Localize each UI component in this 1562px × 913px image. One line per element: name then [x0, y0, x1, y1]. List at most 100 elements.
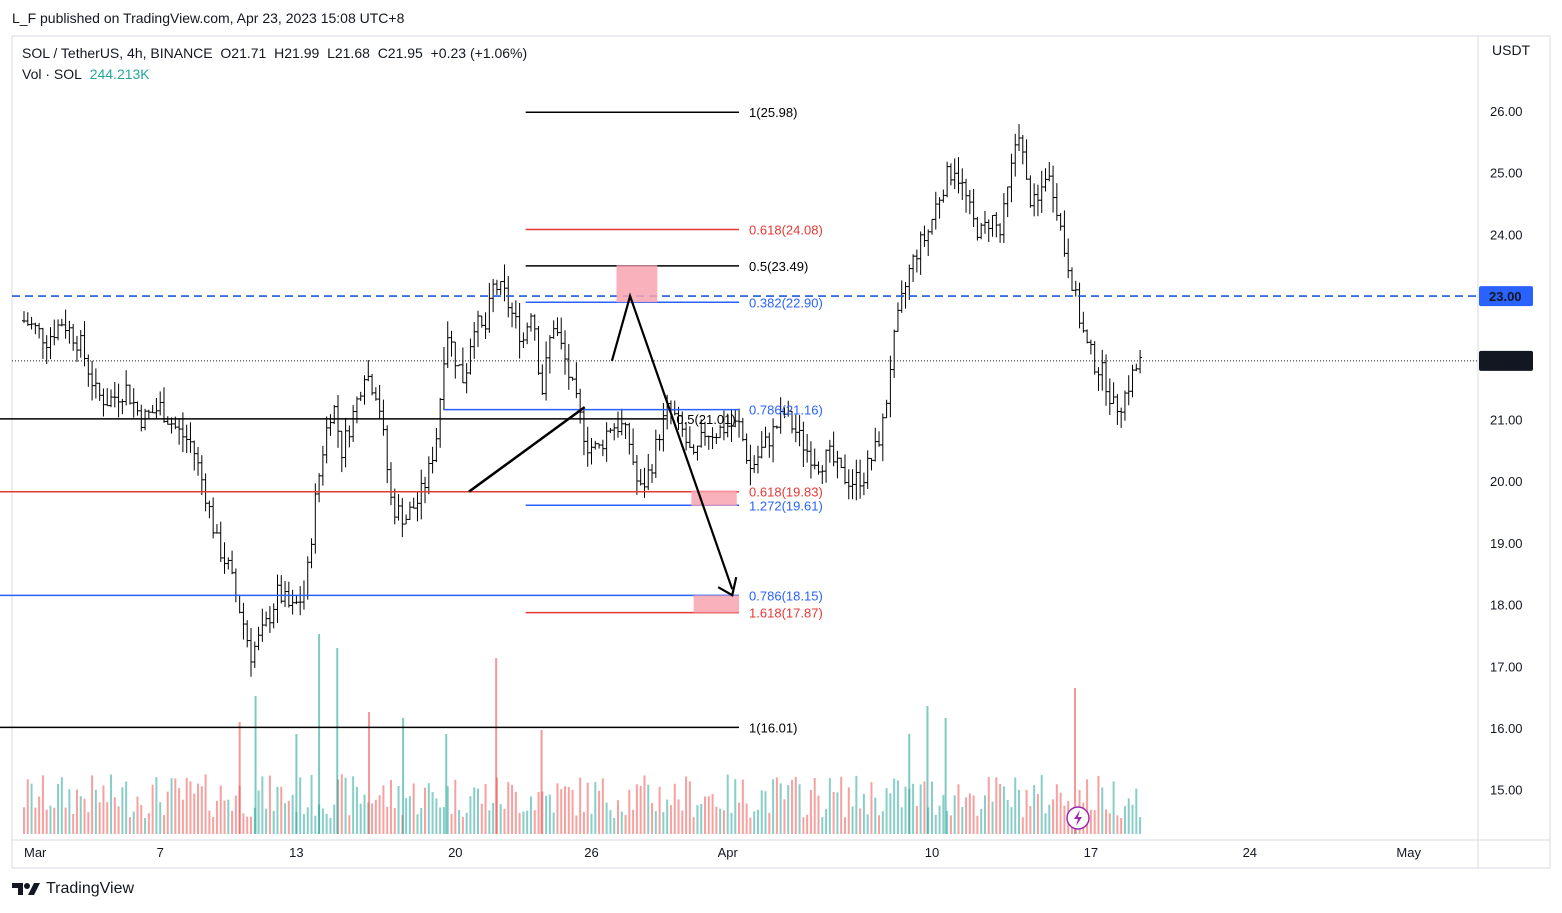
volume-label[interactable]: Vol · SOL: [22, 66, 82, 82]
volume-bar: [976, 815, 979, 834]
volume-bar: [484, 784, 487, 834]
volume-bar: [923, 781, 926, 834]
volume-bar: [843, 817, 846, 834]
volume-bar: [480, 803, 483, 834]
volume-bar: [817, 795, 820, 834]
volume-bar: [772, 779, 775, 834]
volume-bar: [522, 811, 525, 834]
volume-bar: [359, 803, 362, 834]
brand-logo[interactable]: TradingView: [12, 880, 134, 898]
volume-bar: [753, 811, 756, 834]
volume-bar: [110, 774, 113, 834]
volume-bar: [60, 777, 63, 834]
volume-bar: [601, 778, 604, 834]
volume-bar: [314, 815, 317, 834]
volume-bars: [23, 634, 1142, 834]
price-badge-label: 21.95: [1489, 354, 1522, 369]
volume-bar: [836, 792, 839, 834]
volume-bar: [768, 812, 771, 834]
symbol-name[interactable]: SOL / TetherUS, 4h, BINANCE: [22, 45, 213, 61]
volume-bar: [94, 789, 97, 834]
volume-bar: [212, 817, 215, 834]
volume-bar: [1135, 788, 1138, 834]
time-tick: 26: [584, 845, 598, 860]
volume-bar: [1108, 813, 1111, 834]
publisher-line: L_F published on TradingView.com, Apr 23…: [12, 10, 405, 26]
volume-bar: [741, 779, 744, 834]
volume-bar: [700, 804, 703, 834]
volume-bar: [609, 810, 612, 834]
volume-bar: [870, 782, 873, 834]
volume-bar: [333, 804, 336, 834]
volume-bar: [68, 789, 71, 834]
volume-bar: [450, 813, 453, 834]
volume-bar: [564, 786, 567, 834]
target-zone: [693, 595, 740, 613]
volume-bar: [730, 812, 733, 834]
volume-bar: [321, 808, 324, 834]
volume-bar: [991, 801, 994, 834]
currency-label[interactable]: USDT: [1492, 42, 1531, 58]
volume-bar: [30, 783, 33, 834]
projection-path: [610, 292, 734, 590]
volume-bar: [193, 793, 196, 834]
volume-bar: [132, 811, 135, 834]
volume-bar: [953, 795, 956, 834]
volume-bar: [878, 815, 881, 834]
volume-bar: [348, 815, 351, 834]
volume-bar: [1116, 815, 1119, 834]
volume-spike: [336, 648, 339, 834]
volume-bar: [598, 790, 601, 834]
volume-bar: [1036, 794, 1039, 834]
volume-bar: [405, 798, 408, 834]
volume-bar: [666, 799, 669, 834]
volume-bar: [242, 813, 245, 834]
lightning-icon[interactable]: [1066, 806, 1090, 830]
ohlc-high: H21.99: [274, 45, 320, 61]
volume-bar: [352, 776, 355, 834]
volume-bar: [106, 802, 109, 834]
volume-bar: [575, 815, 578, 834]
volume-bar: [1002, 786, 1005, 834]
volume-bar: [461, 816, 464, 834]
volume-bar: [1052, 799, 1055, 834]
volume-bar: [859, 808, 862, 834]
volume-bar: [874, 797, 877, 834]
volume-bar: [1127, 798, 1130, 834]
volume-bar: [791, 779, 794, 834]
fib-levels[interactable]: 1(25.98) 0.618(24.08) 0.5(23.49) 0.382(22.9…: [0, 105, 1478, 735]
volume-bar: [306, 807, 309, 834]
volume-bar: [1123, 806, 1126, 834]
volume-bar: [711, 794, 714, 834]
drawings[interactable]: [468, 292, 738, 597]
volume-bar: [654, 811, 657, 834]
volume-bar: [113, 797, 116, 834]
volume-bar: [813, 778, 816, 834]
volume-bar: [783, 799, 786, 834]
volume-bar: [227, 799, 230, 834]
volume-bar: [647, 784, 650, 834]
volume-bar: [287, 800, 290, 834]
time-axis[interactable]: Mar7132026Apr101724May8: [24, 845, 1562, 860]
volume-bar: [189, 781, 192, 834]
volume-bar: [719, 808, 722, 834]
fib-label: 1.272(19.61): [749, 498, 823, 513]
volume-bar: [1018, 789, 1021, 834]
volume-bar: [223, 800, 226, 834]
time-tick: 7: [157, 845, 164, 860]
volume-bar: [64, 807, 67, 834]
target-zones[interactable]: [616, 265, 740, 613]
volume-bar: [45, 809, 48, 834]
volume-bar: [806, 814, 809, 834]
volume-bar: [949, 815, 952, 834]
price-tick: 25.00: [1490, 166, 1523, 181]
volume-bar: [722, 810, 725, 834]
price-tick: 26.00: [1490, 104, 1523, 119]
price-axis[interactable]: 26.00 25.00 24.00 23.00 21.00 20.00 19.00 18.00…: [1490, 104, 1523, 798]
volume-bar: [1014, 777, 1017, 834]
fib-label: 0.382(22.90): [749, 295, 823, 310]
volume-bar: [250, 816, 252, 834]
price-tick: 17.00: [1490, 659, 1523, 674]
volume-bar: [159, 802, 162, 834]
